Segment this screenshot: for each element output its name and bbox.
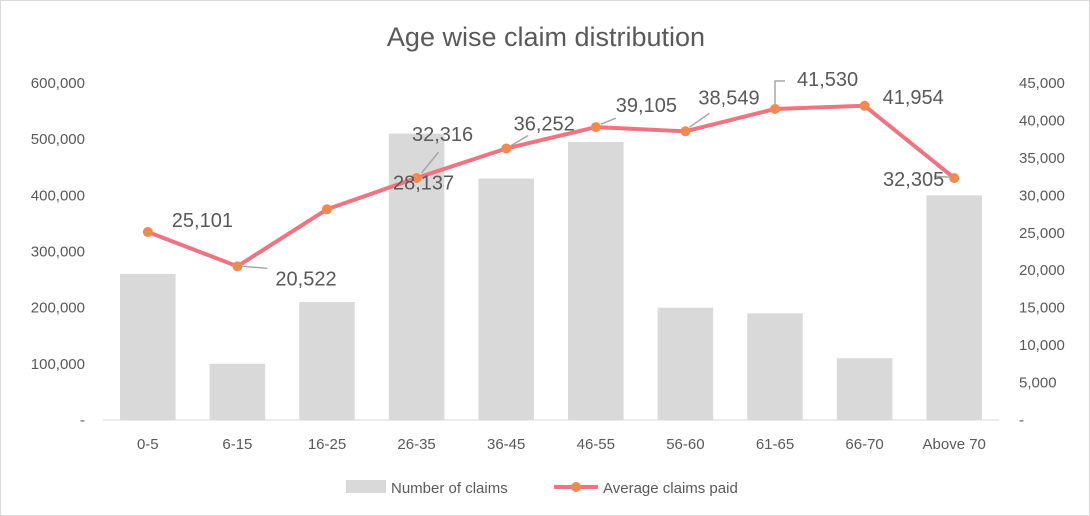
x-tick-label: 66-70 (845, 436, 883, 453)
bar-0-5 (120, 273, 176, 420)
data-label: 20,522 (275, 268, 336, 290)
bar-16-25 (299, 302, 355, 420)
line-point (770, 103, 780, 114)
legend-label-number-of-claims: Number of claims (391, 480, 508, 497)
right-tick-label: 25,000 (1019, 225, 1065, 242)
line-average-claims-paid (145, 103, 957, 269)
right-tick-label: 45,000 (1019, 75, 1065, 92)
left-tick-label: - (80, 412, 85, 429)
bar-56-60 (657, 307, 714, 420)
line-point (411, 172, 422, 183)
bar-6-15 (209, 363, 266, 420)
x-tick-label: 36-45 (487, 436, 525, 453)
line-point (949, 173, 960, 184)
label-leader-line (421, 151, 440, 174)
x-tick-label: 46-55 (577, 436, 615, 453)
label-leaders (242, 80, 950, 270)
right-tick-label: 5,000 (1019, 375, 1057, 392)
legend-line-marker (571, 482, 581, 492)
bar-66-70 (836, 358, 893, 420)
data-label: 32,316 (412, 124, 473, 146)
right-tick-label: 10,000 (1019, 337, 1065, 354)
right-tick-label: 35,000 (1019, 150, 1065, 167)
x-tick-label: 61-65 (756, 436, 794, 453)
left-tick-label: 100,000 (31, 356, 85, 373)
line-layer (142, 100, 960, 272)
x-tick-label: 56-60 (666, 436, 704, 453)
label-leader-line (774, 80, 785, 104)
line-point (501, 143, 512, 154)
chart-title: Age wise claim distribution (387, 22, 705, 52)
line-point (590, 122, 601, 133)
left-tick-label: 300,000 (31, 244, 85, 261)
label-leader-line (934, 175, 950, 178)
label-leader-line (242, 265, 268, 270)
label-leader-line (688, 112, 710, 128)
legend: Number of claims Average claims paid (346, 480, 738, 497)
right-tick-label: - (1019, 412, 1024, 429)
line-point (232, 261, 243, 272)
data-label: 41,530 (797, 69, 858, 91)
left-tick-label: 200,000 (31, 300, 85, 317)
line-point (680, 126, 691, 137)
label-leader-line (600, 117, 617, 125)
right-tick-label: 30,000 (1019, 187, 1065, 204)
x-axis: 0-5 6-15 16-25 26-35 36-45 46-55 56-60 61-65 66-… (137, 436, 986, 453)
left-axis: - 100,000 200,000 300,000 400,000 500,000 600,… (31, 75, 85, 429)
x-tick-label: Above 70 (923, 436, 986, 453)
data-label: 41,954 (883, 87, 944, 109)
data-label: 39,105 (616, 95, 677, 117)
right-tick-label: 15,000 (1019, 300, 1065, 317)
x-tick-label: 6-15 (222, 436, 252, 453)
bar-above-70 (926, 195, 982, 420)
data-label: 36,252 (514, 114, 575, 136)
bars-layer (120, 133, 982, 421)
x-tick-label: 0-5 (137, 436, 159, 453)
left-tick-label: 600,000 (31, 75, 85, 92)
right-tick-label: 40,000 (1019, 112, 1065, 129)
data-label: 32,305 (883, 169, 944, 191)
data-label: 38,549 (698, 87, 759, 109)
line-point (142, 227, 153, 238)
line-point (322, 204, 332, 215)
label-leader-line (510, 134, 529, 147)
data-label: 28,137 (393, 172, 454, 194)
left-tick-label: 500,000 (31, 131, 85, 148)
data-labels: 25,101 20,522 28,137 32,316 36,252 39,105 38,5… (172, 69, 944, 290)
left-tick-label: 400,000 (31, 187, 85, 204)
bar-46-55 (568, 141, 624, 420)
right-tick-label: 20,000 (1019, 262, 1065, 279)
bar-36-45 (478, 178, 534, 420)
line-point (859, 100, 870, 111)
bar-61-65 (747, 313, 803, 420)
x-tick-label: 26-35 (397, 436, 435, 453)
data-label: 25,101 (172, 210, 233, 232)
legend-label-average-claims-paid: Average claims paid (603, 480, 738, 497)
right-axis: - 5,000 10,000 15,000 20,000 25,000 30,000 35,0… (1019, 75, 1065, 429)
legend-bar-swatch (346, 480, 386, 493)
x-tick-label: 16-25 (308, 436, 346, 453)
